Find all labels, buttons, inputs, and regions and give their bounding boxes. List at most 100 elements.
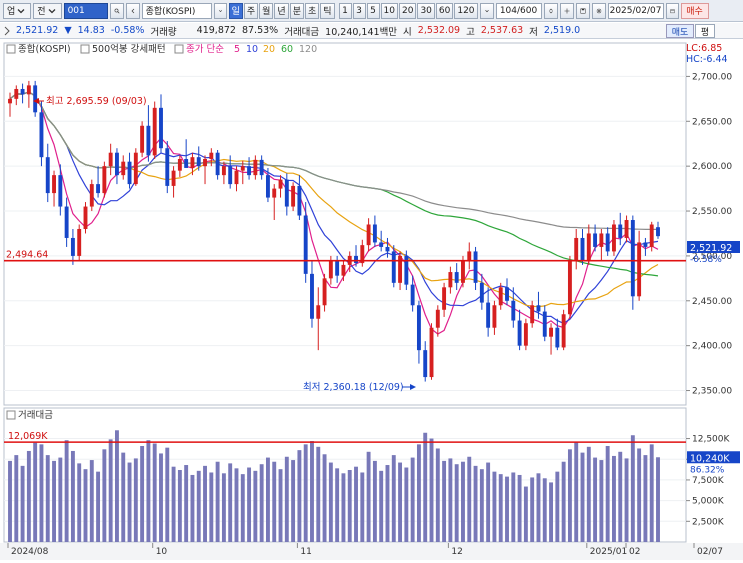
period-tab-4[interactable]: 분 bbox=[289, 2, 304, 19]
interval-buttons: 1 3 5 10 20 30 60 120 bbox=[338, 2, 478, 19]
market-select[interactable]: 업 bbox=[3, 2, 32, 19]
search-button[interactable] bbox=[109, 2, 124, 19]
interval-button-1[interactable]: 1 bbox=[338, 2, 352, 19]
candle-body bbox=[52, 175, 56, 194]
period-tab-0[interactable]: 일 bbox=[228, 2, 243, 19]
name-display: 종합(KOSPI) bbox=[141, 2, 212, 19]
candle-body bbox=[391, 251, 396, 283]
open-value: 2,532.09 bbox=[417, 25, 461, 36]
volume-bar bbox=[203, 465, 207, 542]
count-display[interactable]: 104/600 bbox=[495, 2, 542, 19]
volume-bar bbox=[593, 457, 598, 542]
candle-body bbox=[247, 166, 252, 176]
interval-button-120[interactable]: 120 bbox=[454, 2, 478, 19]
interval-button-5[interactable]: 5 bbox=[366, 2, 380, 19]
volume-bar bbox=[77, 463, 82, 542]
candle-body bbox=[190, 157, 195, 168]
candle-body bbox=[656, 227, 660, 237]
down-triangle-icon: ▼ bbox=[64, 25, 72, 36]
candle-body bbox=[133, 152, 138, 185]
candle-body bbox=[322, 278, 327, 306]
volume-bar bbox=[190, 474, 195, 542]
volume-legend-toggle[interactable] bbox=[6, 410, 16, 420]
volume-y-tick-label: 2,500K bbox=[692, 517, 725, 527]
buy-button[interactable]: 매수 bbox=[680, 2, 709, 19]
candle-body bbox=[165, 148, 170, 186]
interval-dropdown[interactable] bbox=[479, 2, 494, 19]
candle-body bbox=[121, 161, 126, 176]
interval-button-3[interactable]: 3 bbox=[352, 2, 366, 19]
candle-body bbox=[316, 305, 321, 319]
candle-body bbox=[366, 224, 371, 246]
candle-body bbox=[586, 233, 591, 261]
y-tick-label: 2,650.00 bbox=[692, 117, 732, 127]
date-field[interactable]: 2025/02/07 bbox=[607, 2, 664, 19]
sell-button[interactable]: 매도 bbox=[666, 24, 694, 38]
candle-body bbox=[215, 152, 220, 176]
chart-area[interactable]: 2,700.00 2,650.00 2,600.00 2,550.00 2,500.00… bbox=[0, 40, 743, 560]
current-pct-text: -0.58% bbox=[690, 255, 722, 265]
period-tab-6[interactable]: 틱 bbox=[320, 2, 335, 19]
volume-bar bbox=[574, 441, 579, 542]
candle-body bbox=[39, 112, 44, 158]
period-tab-3[interactable]: 년 bbox=[274, 2, 289, 19]
candle-body bbox=[423, 350, 428, 378]
crosshair-button[interactable] bbox=[559, 2, 574, 19]
count-stepper[interactable] bbox=[543, 2, 558, 19]
candle-body bbox=[467, 251, 472, 261]
order-buttons: 매도 평 bbox=[666, 24, 715, 38]
eval-button[interactable]: 평 bbox=[695, 24, 715, 38]
volume-bar bbox=[442, 460, 447, 542]
period-tab-1[interactable]: 주 bbox=[243, 2, 259, 19]
volume-bar bbox=[146, 440, 151, 542]
x-tick-label: 2024/08 bbox=[11, 547, 49, 557]
candle-body bbox=[64, 206, 69, 238]
high-label: 고 bbox=[466, 26, 475, 38]
legend-toggle[interactable] bbox=[6, 44, 16, 54]
legend-ma-toggle[interactable] bbox=[174, 44, 184, 54]
period-tab-2[interactable]: 월 bbox=[259, 2, 274, 19]
volume-bar bbox=[316, 446, 321, 542]
volume-bar bbox=[152, 443, 157, 542]
volume-bar bbox=[140, 446, 145, 542]
high-annotation: 최고 2,695.59 (09/03) bbox=[33, 96, 147, 107]
collapse-icon[interactable] bbox=[4, 26, 10, 36]
volume-bar bbox=[209, 472, 214, 542]
calendar-button[interactable] bbox=[665, 2, 679, 19]
code-input[interactable]: 001 bbox=[63, 2, 108, 19]
volume-bar bbox=[347, 470, 352, 542]
price-info-bar: 2,521.92 ▼ 14.83 -0.58% 거래량 419,872 87.5… bbox=[0, 23, 743, 39]
candle-body bbox=[115, 152, 119, 176]
x-axis: 2024/08 10 11 12 2025/01 02 02/07 bbox=[7, 543, 723, 557]
settings-button[interactable] bbox=[591, 2, 606, 19]
candlestick-chart[interactable]: 2,700.00 2,650.00 2,600.00 2,550.00 2,500.00… bbox=[0, 40, 743, 560]
name-list-button[interactable] bbox=[213, 2, 227, 19]
chevron-down-icon bbox=[48, 8, 56, 13]
amount-label: 거래대금 bbox=[284, 26, 320, 38]
save-button[interactable] bbox=[575, 2, 590, 19]
type-select[interactable]: 전 bbox=[33, 2, 62, 19]
volume-bar bbox=[221, 473, 226, 542]
right-arrow-icon bbox=[410, 384, 416, 390]
interval-button-10[interactable]: 10 bbox=[380, 2, 398, 19]
interval-button-60[interactable]: 60 bbox=[435, 2, 454, 19]
volume-bar bbox=[108, 439, 113, 542]
period-tab-5[interactable]: 초 bbox=[304, 2, 320, 19]
volume-bar bbox=[398, 462, 403, 542]
volume-bar bbox=[435, 448, 440, 542]
interval-button-20[interactable]: 20 bbox=[398, 2, 417, 19]
interval-button-30[interactable]: 30 bbox=[417, 2, 435, 19]
x-tick-label: 02/07 bbox=[697, 547, 723, 557]
candle-body bbox=[354, 255, 358, 264]
candle-body bbox=[505, 287, 509, 301]
candle-body bbox=[561, 314, 566, 348]
candle-body bbox=[542, 311, 547, 337]
volume-bar bbox=[39, 444, 44, 542]
volume-bar bbox=[127, 462, 132, 542]
y-tick-label: 2,350.00 bbox=[692, 387, 732, 397]
prev-item-button[interactable] bbox=[125, 2, 140, 19]
volume-bar bbox=[637, 448, 642, 542]
current-price: 2,521.92 bbox=[16, 25, 59, 36]
volume-bar bbox=[391, 455, 396, 542]
legend-pattern-toggle[interactable] bbox=[80, 44, 90, 54]
